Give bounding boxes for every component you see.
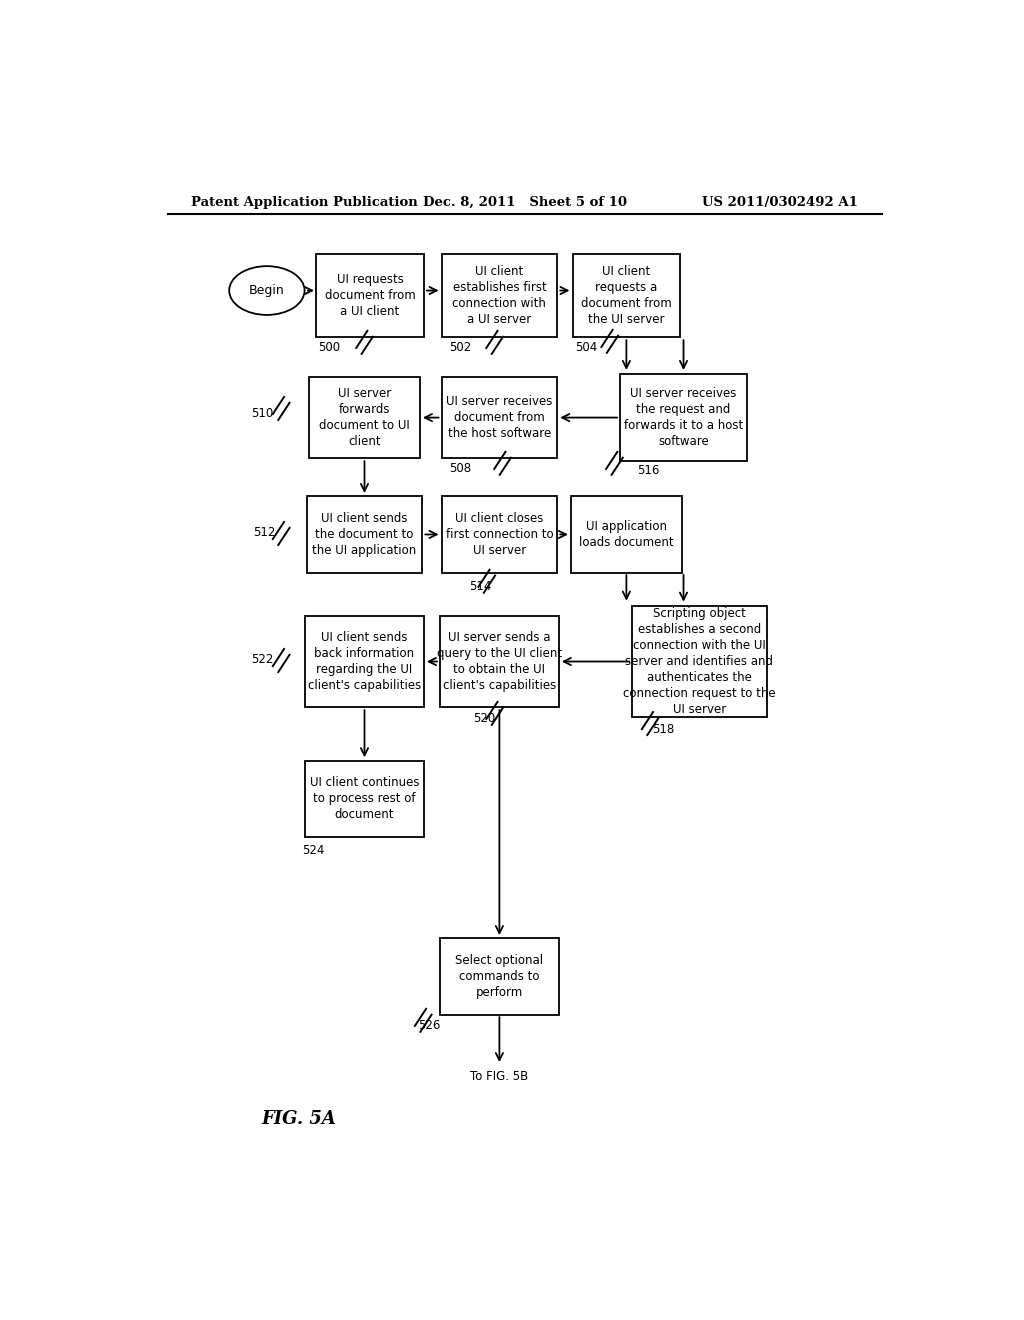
Text: UI client
requests a
document from
the UI server: UI client requests a document from the U… (581, 265, 672, 326)
Text: Dec. 8, 2011   Sheet 5 of 10: Dec. 8, 2011 Sheet 5 of 10 (423, 195, 627, 209)
Text: 526: 526 (418, 1019, 440, 1032)
Text: 512: 512 (253, 527, 275, 540)
Text: 508: 508 (450, 462, 471, 475)
Bar (305, 760, 424, 837)
Text: 518: 518 (652, 722, 674, 735)
Text: UI client closes
first connection to
UI server: UI client closes first connection to UI … (445, 512, 553, 557)
Bar (442, 378, 557, 458)
Ellipse shape (229, 267, 304, 315)
Text: UI requests
document from
a UI client: UI requests document from a UI client (325, 273, 416, 318)
Text: Scripting object
establishes a second
connection with the UI
server and identifi: Scripting object establishes a second co… (623, 607, 776, 715)
Text: Begin: Begin (249, 284, 285, 297)
Text: UI server receives
document from
the host software: UI server receives document from the hos… (446, 395, 553, 440)
Text: 510: 510 (251, 408, 273, 420)
Text: US 2011/0302492 A1: US 2011/0302492 A1 (702, 195, 858, 209)
Text: UI client sends
back information
regarding the UI
client's capabilities: UI client sends back information regardi… (308, 631, 421, 692)
Bar (632, 606, 767, 718)
Text: UI client
establishes first
connection with
a UI server: UI client establishes first connection w… (453, 265, 547, 326)
Bar (305, 615, 424, 708)
Text: UI client continues
to process rest of
document: UI client continues to process rest of d… (309, 776, 419, 821)
Text: Select optional
commands to
perform: Select optional commands to perform (456, 954, 544, 999)
Text: FIG. 5A: FIG. 5A (261, 1110, 336, 1127)
Text: UI client sends
the document to
the UI application: UI client sends the document to the UI a… (312, 512, 417, 557)
Text: To FIG. 5B: To FIG. 5B (470, 1069, 528, 1082)
Bar (442, 253, 557, 338)
Bar (309, 378, 420, 458)
Text: 522: 522 (251, 653, 273, 667)
Text: UI server receives
the request and
forwards it to a host
software: UI server receives the request and forwa… (624, 387, 743, 447)
Bar (442, 496, 557, 573)
Text: UI server sends a
query to the UI client
to obtain the UI
client's capabilities: UI server sends a query to the UI client… (437, 631, 562, 692)
Bar (316, 253, 424, 338)
Text: 502: 502 (450, 342, 472, 354)
Bar (620, 375, 746, 461)
Bar (570, 496, 682, 573)
Bar (440, 615, 559, 708)
Text: 520: 520 (473, 713, 496, 725)
Text: 504: 504 (574, 342, 597, 354)
Bar (307, 496, 422, 573)
Text: 514: 514 (469, 581, 492, 593)
Text: UI server
forwards
document to UI
client: UI server forwards document to UI client (319, 387, 410, 447)
Text: 516: 516 (638, 465, 659, 478)
Text: UI application
loads document: UI application loads document (579, 520, 674, 549)
Text: 524: 524 (303, 845, 325, 858)
Text: 500: 500 (318, 342, 341, 354)
Bar (572, 253, 680, 338)
Text: Patent Application Publication: Patent Application Publication (191, 195, 418, 209)
Bar (440, 939, 559, 1015)
